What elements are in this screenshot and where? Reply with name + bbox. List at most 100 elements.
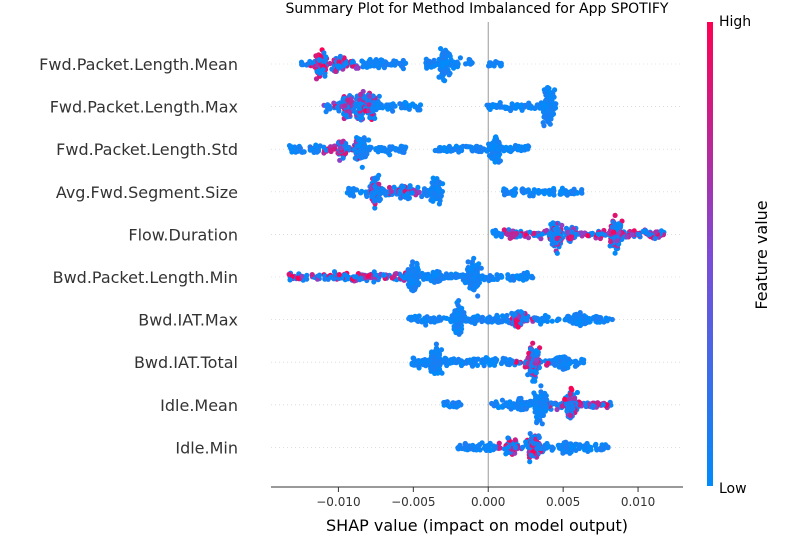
shap-point xyxy=(505,435,511,441)
feature-row-dots xyxy=(298,46,504,84)
shap-point xyxy=(316,57,322,63)
shap-point xyxy=(569,444,575,450)
shap-point xyxy=(377,196,383,202)
shap-point xyxy=(530,378,536,384)
shap-point xyxy=(506,444,512,450)
shap-point xyxy=(522,147,528,153)
shap-point xyxy=(492,159,498,165)
shap-point xyxy=(531,230,537,236)
shap-point xyxy=(371,269,377,275)
shap-point xyxy=(386,62,392,68)
shap-point xyxy=(473,143,479,149)
shap-point xyxy=(516,146,522,152)
shap-point xyxy=(515,404,521,410)
shap-point xyxy=(345,97,351,103)
shap-point xyxy=(531,440,537,446)
colorbar xyxy=(707,22,713,486)
shap-point xyxy=(640,228,646,234)
shap-point xyxy=(433,348,439,354)
shap-point xyxy=(598,316,604,322)
shap-point xyxy=(436,74,442,80)
shap-point xyxy=(408,276,414,282)
shap-point xyxy=(453,360,459,366)
shap-point xyxy=(446,359,452,365)
shap-point xyxy=(629,232,635,238)
shap-point xyxy=(568,413,574,419)
shap-point xyxy=(568,233,575,239)
shap-point xyxy=(492,134,498,140)
shap-point xyxy=(346,185,352,191)
shap-point xyxy=(488,145,494,152)
shap-point xyxy=(495,103,501,110)
shap-point xyxy=(515,324,521,330)
shap-point xyxy=(498,63,504,69)
shap-point xyxy=(393,271,399,277)
shap-point xyxy=(562,317,568,323)
shap-point xyxy=(366,147,372,153)
x-axis-title: SHAP value (impact on model output) xyxy=(326,516,628,535)
shap-point xyxy=(304,62,310,68)
shap-point xyxy=(327,60,333,67)
shap-point xyxy=(320,67,326,73)
shap-point xyxy=(475,293,481,299)
row-gridlines xyxy=(271,63,683,448)
shap-point xyxy=(349,59,355,65)
shap-point xyxy=(499,104,505,110)
shap-point xyxy=(372,115,378,121)
shap-point xyxy=(565,401,571,407)
shap-point xyxy=(437,144,443,151)
shap-point xyxy=(392,146,398,152)
shap-point xyxy=(397,189,403,196)
shap-point xyxy=(372,198,378,204)
shap-point xyxy=(597,446,603,452)
shap-point xyxy=(503,144,509,150)
shap-point xyxy=(489,400,495,407)
shap-point xyxy=(505,275,511,281)
shap-point xyxy=(359,188,365,194)
shap-point xyxy=(590,403,596,409)
shap-point xyxy=(345,276,351,282)
colorbar-low-label: Low xyxy=(719,481,747,497)
shap-point xyxy=(411,355,417,361)
shap-point xyxy=(538,393,544,399)
shap-point xyxy=(581,360,587,366)
shap-point xyxy=(356,105,363,111)
shap-point xyxy=(369,106,375,112)
shap-point xyxy=(496,440,502,446)
shap-point xyxy=(466,274,472,280)
shap-point xyxy=(512,437,518,443)
shap-point xyxy=(465,259,471,265)
shap-point xyxy=(313,53,319,59)
shap-point xyxy=(560,366,566,372)
shap-point xyxy=(343,113,350,119)
shap-point xyxy=(607,243,613,249)
shap-point xyxy=(443,271,449,277)
shap-point xyxy=(359,115,365,121)
shap-point xyxy=(501,227,507,233)
shap-point xyxy=(433,341,439,347)
shap-point xyxy=(297,145,303,151)
x-tick-label: 0.000 xyxy=(471,495,505,509)
chart-title: Summary Plot for Method Imbalanced for A… xyxy=(286,1,669,17)
shap-point xyxy=(475,356,481,362)
shap-point xyxy=(323,103,329,109)
shap-point xyxy=(588,316,595,322)
shap-point xyxy=(599,231,605,237)
shap-point xyxy=(565,229,571,235)
shap-point xyxy=(557,358,564,364)
shap-point xyxy=(533,188,539,194)
shap-point xyxy=(415,184,421,190)
shap-point xyxy=(315,148,322,154)
shap-point xyxy=(487,273,493,279)
shap-point xyxy=(576,360,582,366)
shap-point xyxy=(540,105,546,111)
shap-point xyxy=(357,91,364,98)
feature-label: Idle.Min xyxy=(175,438,238,457)
shap-point xyxy=(352,274,358,280)
shap-point xyxy=(361,61,367,68)
shap-point xyxy=(549,318,555,324)
shap-point xyxy=(554,406,560,413)
shap-point xyxy=(608,239,614,245)
shap-point xyxy=(313,142,319,148)
shap-point xyxy=(525,355,531,361)
